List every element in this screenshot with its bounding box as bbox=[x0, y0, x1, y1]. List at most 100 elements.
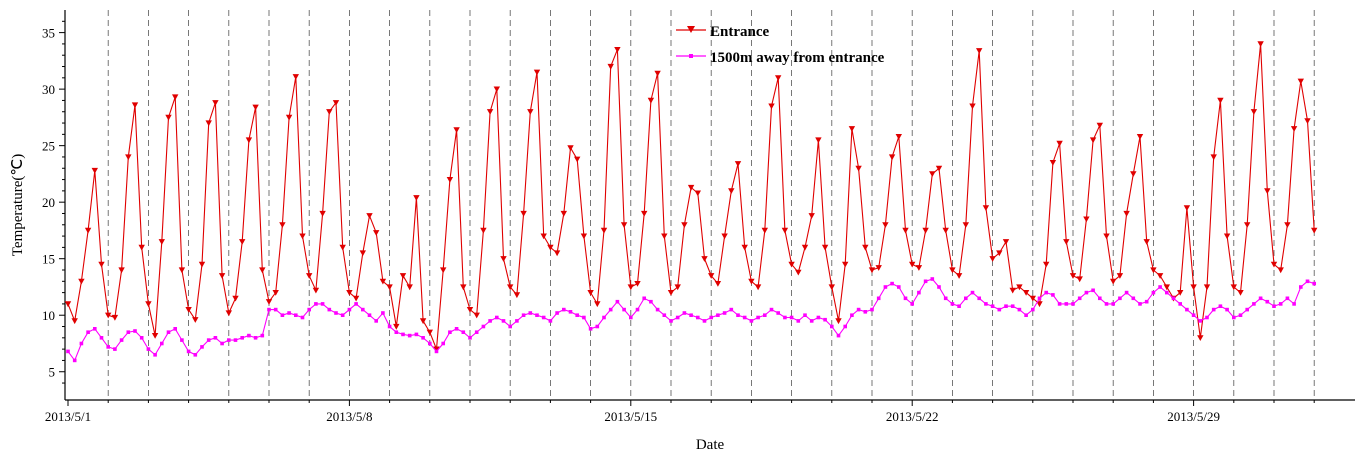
data-point bbox=[300, 315, 305, 320]
data-point bbox=[781, 227, 789, 234]
data-point bbox=[682, 311, 687, 315]
data-point bbox=[917, 290, 921, 295]
y-tick-label: 10 bbox=[42, 308, 55, 323]
data-point bbox=[580, 233, 588, 240]
data-point bbox=[1272, 304, 1276, 308]
data-point bbox=[373, 230, 380, 236]
data-point bbox=[454, 327, 459, 331]
data-point bbox=[1009, 287, 1016, 294]
data-point bbox=[1071, 302, 1075, 306]
data-point bbox=[1151, 290, 1156, 295]
data-point bbox=[272, 290, 279, 296]
data-point bbox=[1044, 290, 1048, 295]
data-point bbox=[508, 324, 512, 329]
data-point bbox=[910, 302, 914, 306]
data-point bbox=[111, 314, 119, 321]
data-point bbox=[1130, 171, 1137, 178]
data-point bbox=[1299, 285, 1303, 289]
data-point bbox=[776, 311, 780, 315]
data-point bbox=[996, 250, 1003, 257]
data-point bbox=[1252, 302, 1256, 306]
data-point bbox=[809, 319, 814, 323]
data-point bbox=[687, 184, 695, 191]
data-point bbox=[862, 244, 869, 251]
data-point bbox=[474, 330, 479, 334]
data-point bbox=[888, 154, 896, 161]
data-point bbox=[361, 307, 365, 312]
data-point bbox=[1143, 239, 1150, 245]
data-point bbox=[622, 307, 626, 312]
data-point bbox=[66, 349, 70, 354]
data-point bbox=[667, 290, 675, 296]
data-point bbox=[575, 313, 579, 317]
data-point bbox=[728, 188, 735, 195]
data-point bbox=[253, 336, 258, 340]
data-point bbox=[1210, 154, 1217, 161]
data-point bbox=[769, 307, 774, 312]
data-point bbox=[828, 284, 835, 291]
data-point bbox=[359, 250, 366, 257]
data-point bbox=[749, 319, 754, 323]
data-point bbox=[1230, 284, 1237, 291]
data-point bbox=[84, 227, 92, 234]
data-point bbox=[178, 267, 186, 274]
data-point bbox=[513, 292, 521, 299]
data-point bbox=[736, 313, 740, 317]
data-point bbox=[515, 319, 519, 323]
data-point bbox=[440, 267, 447, 274]
data-point bbox=[902, 227, 909, 234]
data-point bbox=[836, 333, 841, 338]
data-point bbox=[131, 102, 139, 109]
legend-far-marker bbox=[689, 54, 693, 58]
data-point bbox=[433, 346, 440, 353]
data-point bbox=[126, 330, 131, 334]
data-point bbox=[206, 338, 211, 342]
data-point bbox=[1245, 307, 1249, 312]
data-point bbox=[620, 222, 628, 228]
data-point bbox=[346, 290, 353, 296]
data-point bbox=[997, 307, 1002, 312]
data-point bbox=[655, 307, 660, 312]
data-point bbox=[151, 333, 159, 339]
data-point bbox=[285, 114, 293, 121]
data-point bbox=[252, 104, 259, 111]
data-point bbox=[1110, 278, 1117, 285]
data-point bbox=[306, 273, 313, 279]
data-point bbox=[830, 324, 834, 329]
data-point bbox=[801, 244, 809, 251]
data-point bbox=[1057, 302, 1062, 306]
data-point bbox=[299, 233, 306, 240]
data-point bbox=[493, 86, 500, 93]
data-point bbox=[294, 313, 298, 317]
data-point bbox=[314, 302, 318, 306]
data-point bbox=[193, 353, 198, 357]
vertical-day-gridlines bbox=[107, 10, 1315, 400]
data-point bbox=[1205, 315, 1209, 320]
data-point bbox=[133, 329, 137, 333]
data-point bbox=[1165, 290, 1169, 295]
data-point bbox=[607, 63, 614, 70]
data-point bbox=[875, 265, 882, 271]
data-point bbox=[1312, 281, 1316, 286]
data-point bbox=[969, 103, 976, 110]
data-point bbox=[1010, 304, 1015, 308]
data-point bbox=[903, 296, 908, 301]
data-point bbox=[803, 313, 807, 317]
data-point bbox=[387, 324, 392, 329]
data-point bbox=[113, 347, 117, 351]
data-point bbox=[340, 313, 345, 317]
data-point bbox=[627, 284, 634, 291]
data-point bbox=[227, 338, 231, 342]
y-tick-label: 20 bbox=[42, 195, 55, 210]
data-point bbox=[165, 114, 172, 121]
data-point bbox=[1084, 290, 1089, 295]
data-point bbox=[1244, 222, 1251, 228]
data-point bbox=[1217, 97, 1224, 104]
data-point bbox=[1211, 307, 1216, 312]
data-point bbox=[426, 329, 433, 336]
data-point bbox=[977, 296, 981, 301]
series-line-0 bbox=[67, 43, 1315, 350]
data-point bbox=[86, 330, 90, 334]
data-point bbox=[520, 210, 527, 217]
data-point bbox=[200, 345, 204, 349]
